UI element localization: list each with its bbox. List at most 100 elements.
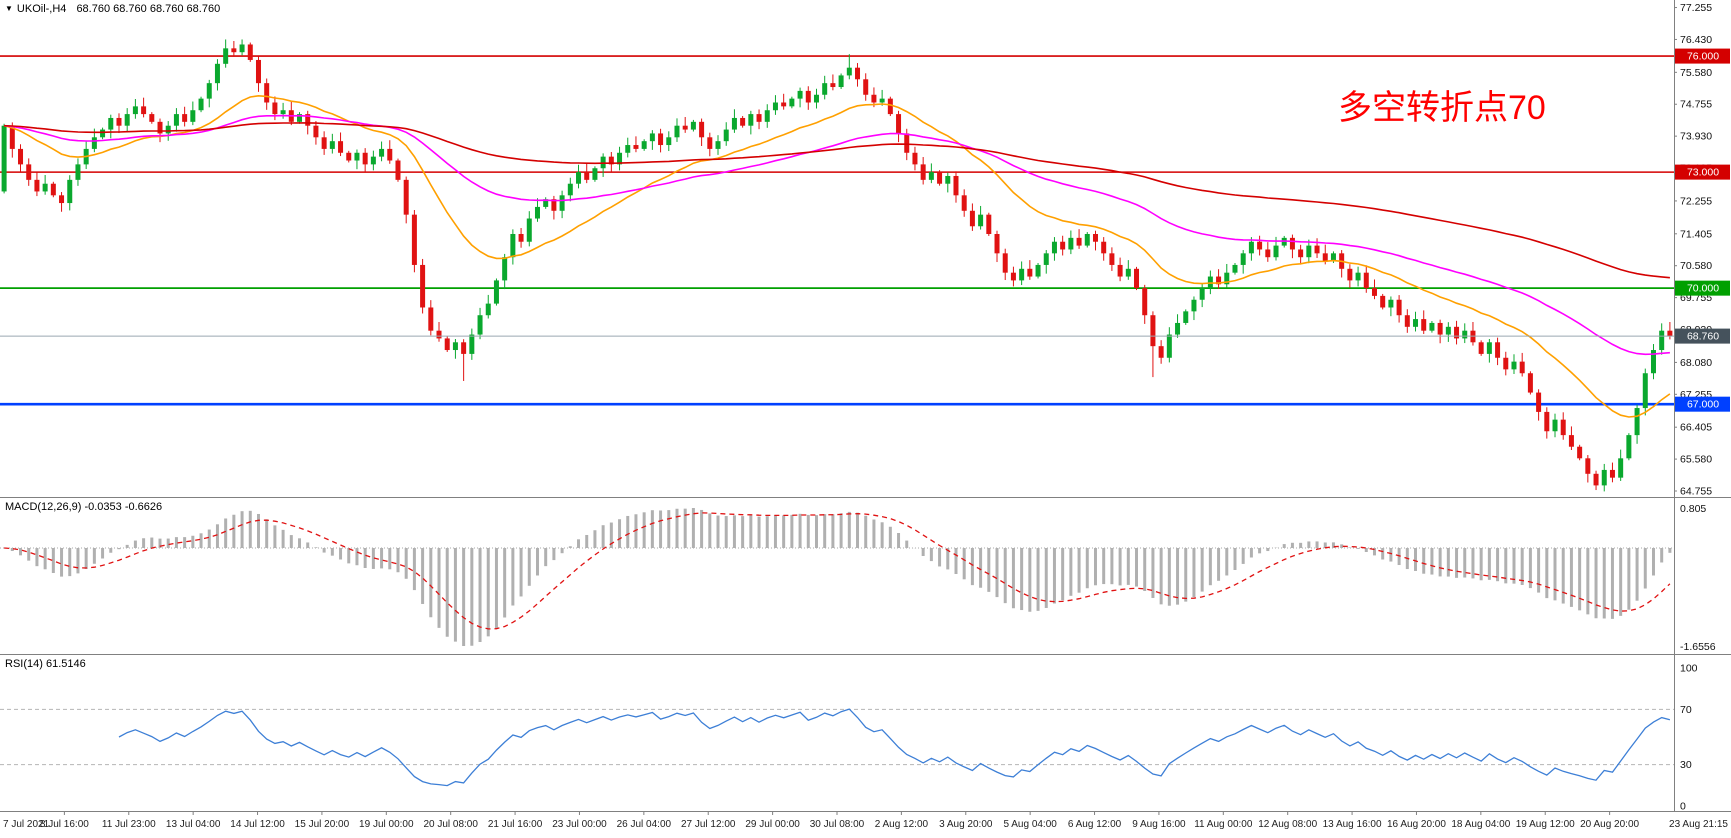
macd-axis-label: -1.6556	[1680, 641, 1716, 653]
price-badge-68.760	[1675, 328, 1730, 344]
price-axis-label: 72.255	[1680, 195, 1712, 207]
rsi-line	[118, 708, 1671, 787]
candle-body	[986, 214, 992, 234]
time-axis-label: 26 Jul 04:00	[617, 819, 672, 830]
candle-body	[198, 98, 204, 111]
candle-body	[1659, 330, 1665, 351]
candle-body	[124, 114, 130, 126]
candle-body	[937, 172, 943, 184]
candle-body	[1051, 241, 1057, 254]
candle-body	[1536, 392, 1542, 412]
candle-body	[1404, 315, 1410, 327]
time-axis-label: 7 Jul 2021	[3, 819, 50, 830]
panel-separators	[0, 0, 1731, 812]
candle-body	[1330, 253, 1336, 262]
candle-body	[904, 133, 910, 153]
candle-body	[1650, 350, 1656, 374]
candle-body	[1429, 322, 1435, 331]
time-axis-label: 19 Aug 12:00	[1516, 819, 1575, 830]
candle-body	[18, 148, 24, 165]
candle-body	[502, 257, 508, 281]
price-badge-70.000	[1675, 280, 1730, 296]
price-axis-label: 75.580	[1680, 67, 1712, 79]
candle-body	[567, 183, 573, 196]
candle-body	[321, 137, 327, 149]
candle-body	[1060, 241, 1066, 250]
candle-body	[411, 214, 417, 265]
candle-body	[231, 48, 237, 53]
candle-body	[223, 48, 229, 64]
candle-body	[452, 342, 458, 351]
candle-body	[1552, 419, 1558, 432]
candle-body	[485, 303, 491, 316]
candle-body	[9, 125, 15, 149]
candle-body	[132, 106, 138, 115]
candle-body	[994, 233, 1000, 254]
chart-symbol-icon: ▼	[5, 4, 13, 13]
candle-body	[1068, 237, 1074, 250]
candle-body	[1, 125, 7, 192]
candle-body	[1019, 268, 1025, 281]
candle-body	[978, 214, 984, 227]
candle-body	[313, 125, 319, 138]
candle-body	[1322, 253, 1328, 262]
time-axis-label: 3 Aug 20:00	[939, 819, 993, 830]
candle-body	[190, 110, 196, 122]
price-axis-label: 76.430	[1680, 34, 1712, 46]
candle-body	[1002, 253, 1008, 273]
candle-body	[59, 195, 65, 204]
candle-body	[272, 102, 278, 115]
candle-body	[1101, 241, 1107, 254]
price-axis-label: 64.755	[1680, 486, 1712, 498]
price-axis[interactable]: 77.25576.43075.58074.75573.93073.10572.2…	[1674, 2, 1730, 498]
candle-body	[444, 338, 450, 351]
candle-body	[830, 83, 836, 88]
candle-body	[822, 83, 828, 95]
time-axis-label: 9 Aug 16:00	[1132, 819, 1186, 830]
candle-body	[1191, 299, 1197, 312]
candle-body	[420, 264, 426, 308]
candle-body	[756, 114, 762, 122]
candle-body	[403, 179, 409, 215]
candle-body	[961, 195, 967, 211]
candle-body	[879, 98, 885, 103]
price-axis-label: 66.405	[1680, 422, 1712, 434]
candle-body	[1593, 473, 1599, 486]
candle-body	[674, 125, 680, 138]
candle-body	[912, 152, 918, 165]
candle-body	[1511, 361, 1517, 370]
moving-averages	[3, 94, 1671, 418]
macd-axis-label: 0.805	[1680, 503, 1706, 515]
candle-body	[1347, 268, 1353, 281]
candle-body	[797, 90, 803, 99]
candle-body	[576, 172, 582, 184]
candle-body	[1125, 268, 1131, 277]
candle-body	[863, 79, 869, 95]
horizontal-level-lines[interactable]	[0, 55, 1674, 406]
candle-body	[1150, 315, 1156, 347]
candle-body	[740, 117, 746, 126]
rsi-axis-label: 30	[1680, 759, 1692, 771]
price-axis-label: 65.580	[1680, 454, 1712, 466]
candle-body	[305, 114, 311, 126]
candle-body	[969, 210, 975, 227]
ma-144-line	[4, 122, 1670, 279]
candle-body	[896, 114, 902, 134]
annotation-text[interactable]: 多空转折点70	[1338, 89, 1546, 127]
candle-body	[329, 141, 335, 149]
candle-body	[641, 141, 647, 149]
candle-body	[945, 175, 951, 184]
candle-body	[1314, 245, 1320, 254]
candle-body	[436, 330, 442, 339]
candle-body	[182, 114, 188, 122]
time-axis-label: 11 Jul 23:00	[102, 819, 156, 830]
candle-body	[255, 59, 261, 84]
candle-body	[469, 334, 475, 354]
candle-body	[518, 233, 524, 242]
candle-body	[214, 63, 220, 84]
candle-body	[1240, 253, 1246, 265]
candle-body	[346, 152, 352, 161]
rsi-panel-plot: 100 70 30 0	[0, 663, 1698, 813]
